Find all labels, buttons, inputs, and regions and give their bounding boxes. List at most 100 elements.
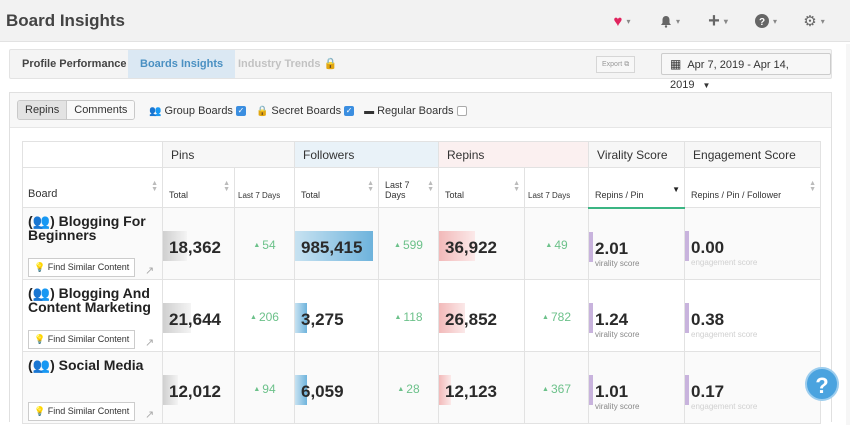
engagement-sublabel: engagement score	[691, 330, 758, 339]
engagement-sublabel: engagement score	[691, 402, 758, 411]
board-name[interactable]: (👥) Social Media	[28, 357, 144, 373]
repins-last7-cell: ▲ 782	[524, 279, 590, 352]
pins-total-cell: 18,362	[162, 207, 235, 280]
external-link-icon[interactable]: ↗	[145, 409, 155, 421]
board-type-filters: 👥 Group Boards ✓ 🔒 Secret Boards ✓ ▬ Regular …	[149, 105, 477, 117]
virality-cell: 2.01 virality score	[588, 207, 686, 280]
pins-total-value: 12,012	[169, 382, 221, 401]
sort-icon: ▲ ▼	[223, 180, 230, 193]
repins-last7-header[interactable]: Last 7 Days	[524, 167, 590, 208]
engagement-value: 0.17	[691, 382, 725, 401]
followers-last7-value: 118	[403, 310, 423, 324]
engagement-value: 0.38	[691, 310, 725, 329]
pins-total-header[interactable]: Total ▲ ▼	[162, 167, 235, 208]
tab-industry-trends[interactable]: Industry Trends 🔒	[226, 50, 349, 78]
repins-per-pin-header[interactable]: Repins / Pin ▼	[588, 167, 686, 209]
bell-icon[interactable]: ▾	[646, 12, 694, 30]
sort-desc-icon: ▼	[672, 184, 681, 194]
repins-last7-value: 782	[550, 310, 571, 324]
board-name[interactable]: (👥) Blogging And Content Marketing	[28, 285, 151, 315]
insights-panel: Repins Comments 👥 Group Boards ✓ 🔒 Secret B…	[9, 92, 832, 424]
repins-total-cell: 12,123	[438, 351, 526, 424]
sort-icon: ▲ ▼	[809, 180, 817, 193]
group-boards-filter[interactable]: 👥 Group Boards ✓	[149, 105, 246, 117]
board-name[interactable]: (👥) Blogging For Beginners	[28, 213, 146, 243]
tab-profile-performance[interactable]: Profile Performance	[22, 58, 127, 70]
external-link-icon[interactable]: ↗	[145, 265, 155, 277]
date-range-picker[interactable]: ▦ Apr 7, 2019 - Apr 14, 2019 ▼	[661, 53, 831, 91]
sort-icon: ▲ ▼	[427, 180, 435, 193]
engagement-value: 0.00	[691, 238, 725, 257]
up-triangle-icon: ▲	[542, 314, 549, 321]
pins-total-value: 18,362	[169, 238, 221, 257]
date-range-label: Apr 7, 2019 - Apr 14, 2019	[670, 59, 789, 91]
board-group-header	[22, 141, 163, 168]
export-button[interactable]: Export ⧉	[596, 56, 636, 73]
table-row[interactable]: (👥) Blogging For Beginners 💡 Find Similar…	[22, 207, 822, 280]
sort-icon: ▲ ▼	[513, 180, 521, 193]
find-similar-button[interactable]: 💡 Find Similar Content	[28, 330, 136, 349]
repins-bar	[439, 303, 466, 333]
secret-boards-filter[interactable]: 🔒 Secret Boards ✓	[255, 105, 355, 117]
followers-last7-value: 599	[402, 238, 423, 252]
repins-last7-value: 49	[554, 238, 568, 252]
repins-last7-cell: ▲ 49	[524, 207, 590, 280]
find-similar-label: Find Similar Content	[47, 334, 130, 344]
export-label: Export	[602, 61, 623, 68]
followers-bar	[295, 375, 307, 405]
engagement-bar	[685, 375, 690, 405]
find-similar-button[interactable]: 💡 Find Similar Content	[28, 258, 136, 277]
comments-toggle[interactable]: Comments	[67, 101, 135, 119]
lock-icon: 🔒	[255, 105, 269, 117]
help-icon[interactable]: ? ▾	[742, 12, 790, 30]
table-row[interactable]: (👥) Social Media 💡 Find Similar Content ↗ 1…	[22, 351, 822, 424]
repins-per-follower-header[interactable]: Repins / Pin / Follower ▲ ▼	[684, 167, 822, 208]
up-triangle-icon: ▲	[394, 314, 402, 321]
repins-total-value: 26,852	[445, 310, 498, 329]
followers-last7-header[interactable]: Last 7 Days ▲ ▼	[377, 167, 440, 208]
followers-last7-cell: ▲ 28	[377, 351, 440, 424]
find-similar-label: Find Similar Content	[47, 406, 130, 416]
table-row[interactable]: (👥) Blogging And Content Marketing 💡 Find…	[22, 279, 822, 352]
find-similar-label: Find Similar Content	[47, 262, 130, 272]
regular-boards-checkbox[interactable]	[456, 106, 467, 116]
boards-table: Pins Followers Repins Virality Score Eng…	[22, 141, 822, 424]
pins-last7-cell: ▲ 54	[234, 207, 295, 280]
up-triangle-icon: ▲	[253, 242, 261, 249]
repins-per-follower-label: Repins / Pin / Follower	[691, 190, 782, 200]
lightbulb-icon: 💡	[34, 262, 46, 272]
pins-group-header: Pins	[162, 141, 295, 168]
board-column-header[interactable]: Board ▲ ▼	[22, 167, 163, 208]
tab-boards-insights[interactable]: Boards Insights	[128, 50, 236, 78]
secret-boards-checkbox[interactable]: ✓	[344, 106, 355, 116]
group-boards-checkbox[interactable]: ✓	[235, 106, 246, 116]
repins-toggle[interactable]: Repins	[18, 101, 68, 119]
followers-total-header[interactable]: Total ▲ ▼	[294, 167, 379, 208]
board-cell: (👥) Blogging For Beginners 💡 Find Similar…	[22, 207, 163, 280]
external-link-icon[interactable]: ↗	[145, 337, 155, 349]
gear-icon[interactable]: ⚙ ▾	[803, 13, 825, 30]
repins-per-pin-label: Repins / Pin	[595, 189, 644, 200]
top-icons: ♥ ▾ ▾ + ▾ ? ▾ ⚙ ▾	[598, 9, 838, 32]
repins-bar	[439, 375, 452, 405]
virality-group-header: Virality Score	[588, 141, 686, 168]
up-triangle-icon: ▲	[542, 386, 549, 393]
pins-last7-value: 94	[262, 382, 276, 396]
find-similar-button[interactable]: 💡 Find Similar Content	[28, 402, 136, 421]
page-scrollbar[interactable]	[846, 44, 850, 425]
help-chat-button[interactable]: ?	[805, 367, 839, 401]
up-triangle-icon: ▲	[250, 314, 257, 321]
followers-last7-label-a: Last 7	[385, 180, 410, 190]
followers-total-cell: 6,059	[294, 351, 379, 424]
pins-last7-header[interactable]: Last 7 Days	[234, 167, 295, 208]
up-triangle-icon: ▲	[397, 386, 405, 393]
repins-total-label: Total	[445, 190, 465, 200]
plus-icon[interactable]: + ▾	[708, 9, 728, 32]
regular-boards-filter[interactable]: ▬ Regular Boards	[364, 105, 467, 117]
repins-total-value: 36,922	[445, 238, 498, 257]
repins-total-header[interactable]: Total ▲ ▼	[438, 167, 526, 208]
engagement-group-header: Engagement Score	[684, 141, 822, 168]
followers-group-header: Followers	[293, 141, 440, 168]
engagement-cell: 0.17 engagement score	[684, 351, 822, 424]
heart-icon[interactable]: ♥ ▾	[613, 12, 631, 30]
